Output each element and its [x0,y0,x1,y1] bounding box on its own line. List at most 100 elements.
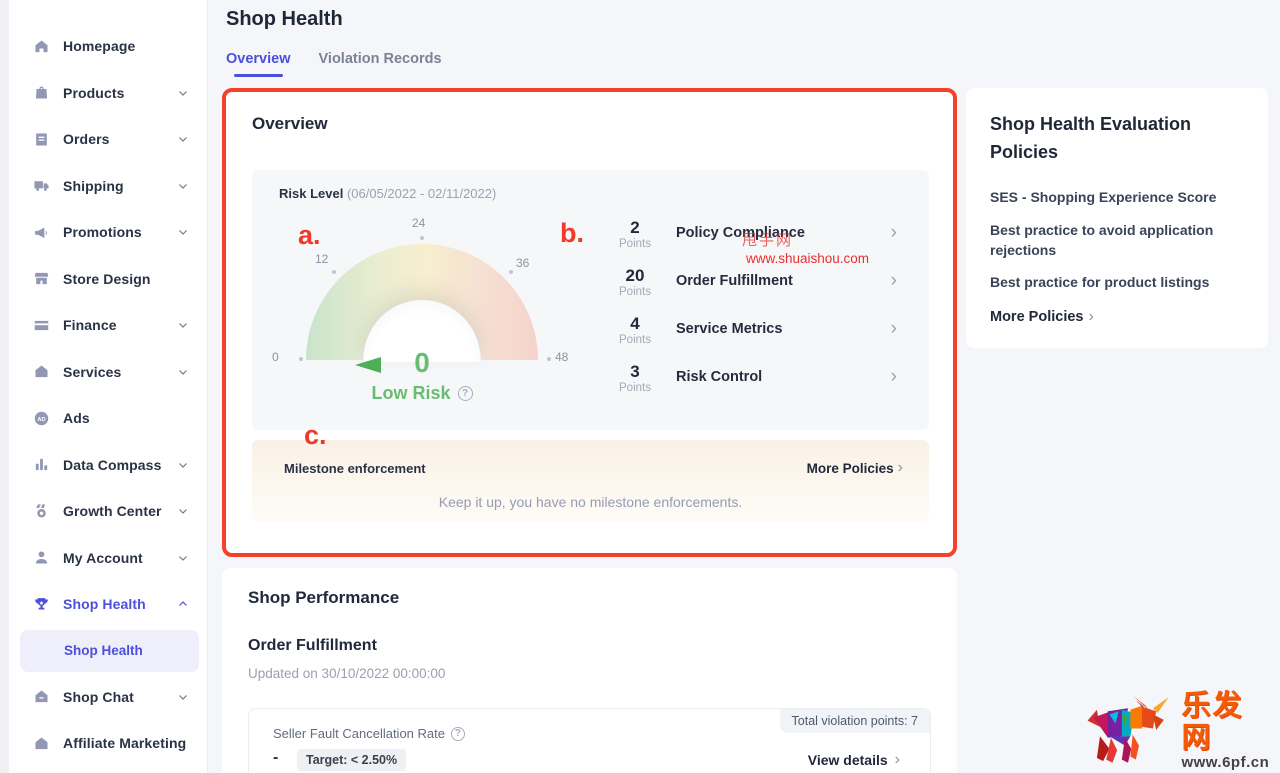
risk-gauge-pointer [355,357,381,373]
milestone-more-policies-link[interactable]: More Policies › [806,459,903,476]
policies-title: Shop Health Evaluation Policies [990,114,1192,162]
points-value: 20 [625,266,645,285]
points-label: Risk Control [676,369,763,385]
points-label: Service Metrics [676,321,783,337]
affiliate-marketing-icon [32,734,50,752]
shuaishou-watermark-url: www.shuaishou.com [746,251,870,266]
sidebar-subitem-label: Shop Health [64,643,143,658]
sidebar-item-services[interactable]: Services [9,349,207,396]
chevron-down-icon [177,133,189,145]
lefa-watermark-text: 乐发网 www.6pf.cn [1181,690,1272,771]
view-details-link[interactable]: View details › [807,751,900,768]
points-label: Policy Compliance [676,225,805,241]
help-icon[interactable]: ? [450,726,465,741]
points-value: 4 [630,314,640,333]
sidebar-item-label: Shop Chat [63,688,134,705]
sidebar-item-shop-health[interactable]: Shop Health [9,581,207,628]
policies-more-link[interactable]: More Policies › [990,308,1094,325]
milestone-message: Keep it up, you have no milestone enforc… [438,494,743,510]
points-row-order-fulfillment[interactable]: 20 Points Order Fulfillment › [604,266,909,310]
gauge-tick-48: 48 [555,350,569,364]
tab-overview[interactable]: Overview [226,51,291,77]
points-row-service-metrics[interactable]: 4 Points Service Metrics › [604,314,909,358]
sidebar-item-affiliate-marketing[interactable]: Affiliate Marketing [9,720,207,767]
ads-icon: AD [32,409,50,427]
annotation-b: b. [560,218,584,248]
sidebar-item-label: Orders [63,131,110,148]
sidebar-item-shop-chat[interactable]: Shop Chat [9,674,207,721]
gauge-dot [420,236,424,240]
points-value: 2 [630,218,640,237]
tab-violation-records[interactable]: Violation Records [318,51,442,67]
sidebar-item-label: Shop Health [63,596,146,613]
shop-chat-icon [32,688,50,706]
points-unit: Points [619,238,651,250]
metric-name: Seller Fault Cancellation Rate [273,726,445,741]
points-row-policy-compliance[interactable]: 2 Points Policy Compliance › [604,218,909,262]
chevron-up-icon [177,598,189,610]
sidebar-item-ads[interactable]: AD Ads [9,395,207,442]
shop-performance-card: Shop Performance Order Fulfillment Updat… [222,568,957,773]
chevron-right-icon: › [890,222,897,243]
sidebar-item-my-account[interactable]: My Account [9,535,207,582]
sidebar: Homepage Products Orders Shipping Promot… [9,0,208,773]
chevron-right-icon: › [897,459,903,476]
chevron-down-icon [177,87,189,99]
sidebar-item-growth-center[interactable]: Growth Center [9,488,207,535]
sidebar-item-label: Finance [63,317,117,334]
lefa-watermark-name: 乐发网 [1181,689,1244,754]
risk-status: Low Risk ? [322,383,522,404]
chevron-down-icon [177,319,189,331]
shuaishou-watermark: 甩手网 www.shuaishou.com [742,232,869,268]
chevron-right-icon: › [1088,308,1094,325]
annotation-c: c. [304,420,327,450]
sidebar-item-homepage[interactable]: Homepage [9,23,207,70]
sidebar-item-products[interactable]: Products [9,70,207,117]
chevron-down-icon [177,691,189,703]
truck-icon [32,177,50,195]
help-icon[interactable]: ? [457,386,473,401]
target-pill: Target: < 2.50% [297,749,407,771]
seller-fault-cancellation-card: Total violation points: 7 Seller Fault C… [248,708,931,773]
policy-link-application-rejections[interactable]: Best practice to avoid application rejec… [990,222,1214,258]
risk-gauge-arc [306,244,538,360]
storefront-icon [32,270,50,288]
orders-icon [32,130,50,148]
sidebar-item-shipping[interactable]: Shipping [9,163,207,210]
sidebar-item-promotions[interactable]: Promotions [9,209,207,256]
points-value-block: 20 Points [604,266,666,299]
annotation-a: a. [298,220,321,250]
points-value-block: 3 Points [604,362,666,395]
policy-link-ses[interactable]: SES - Shopping Experience Score [990,189,1217,205]
sidebar-item-label: Shipping [63,177,124,194]
sidebar-item-label: Products [63,84,125,101]
risk-score-value: 0 [414,347,430,378]
policy-link-product-listings[interactable]: Best practice for product listings [990,274,1210,290]
gauge-tick-24: 24 [412,216,426,230]
chevron-right-icon: › [890,270,897,291]
points-row-risk-control[interactable]: 3 Points Risk Control › [604,362,909,406]
sidebar-item-label: Promotions [63,224,142,241]
bar-chart-icon [32,456,50,474]
points-label: Order Fulfillment [676,273,793,289]
sidebar-item-label: Store Design [63,270,151,287]
milestone-title: Milestone enforcement [284,461,426,476]
megaphone-icon [32,223,50,241]
credit-card-icon [32,316,50,334]
sidebar-item-data-compass[interactable]: Data Compass [9,442,207,489]
trend-indicator: - [273,749,279,766]
overview-card: Overview Risk Level (06/05/2022 - 02/11/… [222,88,957,557]
sidebar-item-label: My Account [63,549,143,566]
chevron-down-icon [177,226,189,238]
home-icon [32,37,50,55]
risk-level-panel: Risk Level (06/05/2022 - 02/11/2022) 0 1… [252,170,929,430]
sidebar-item-finance[interactable]: Finance [9,302,207,349]
user-icon [32,549,50,567]
chevron-down-icon [177,505,189,517]
gauge-dot [332,270,336,274]
sidebar-item-orders[interactable]: Orders [9,116,207,163]
sidebar-item-store-design[interactable]: Store Design [9,256,207,303]
sidebar-subitem-shop-health[interactable]: Shop Health [20,629,199,672]
sidebar-item-label: Ads [63,410,90,427]
sidebar-item-label: Affiliate Marketing [63,735,187,752]
